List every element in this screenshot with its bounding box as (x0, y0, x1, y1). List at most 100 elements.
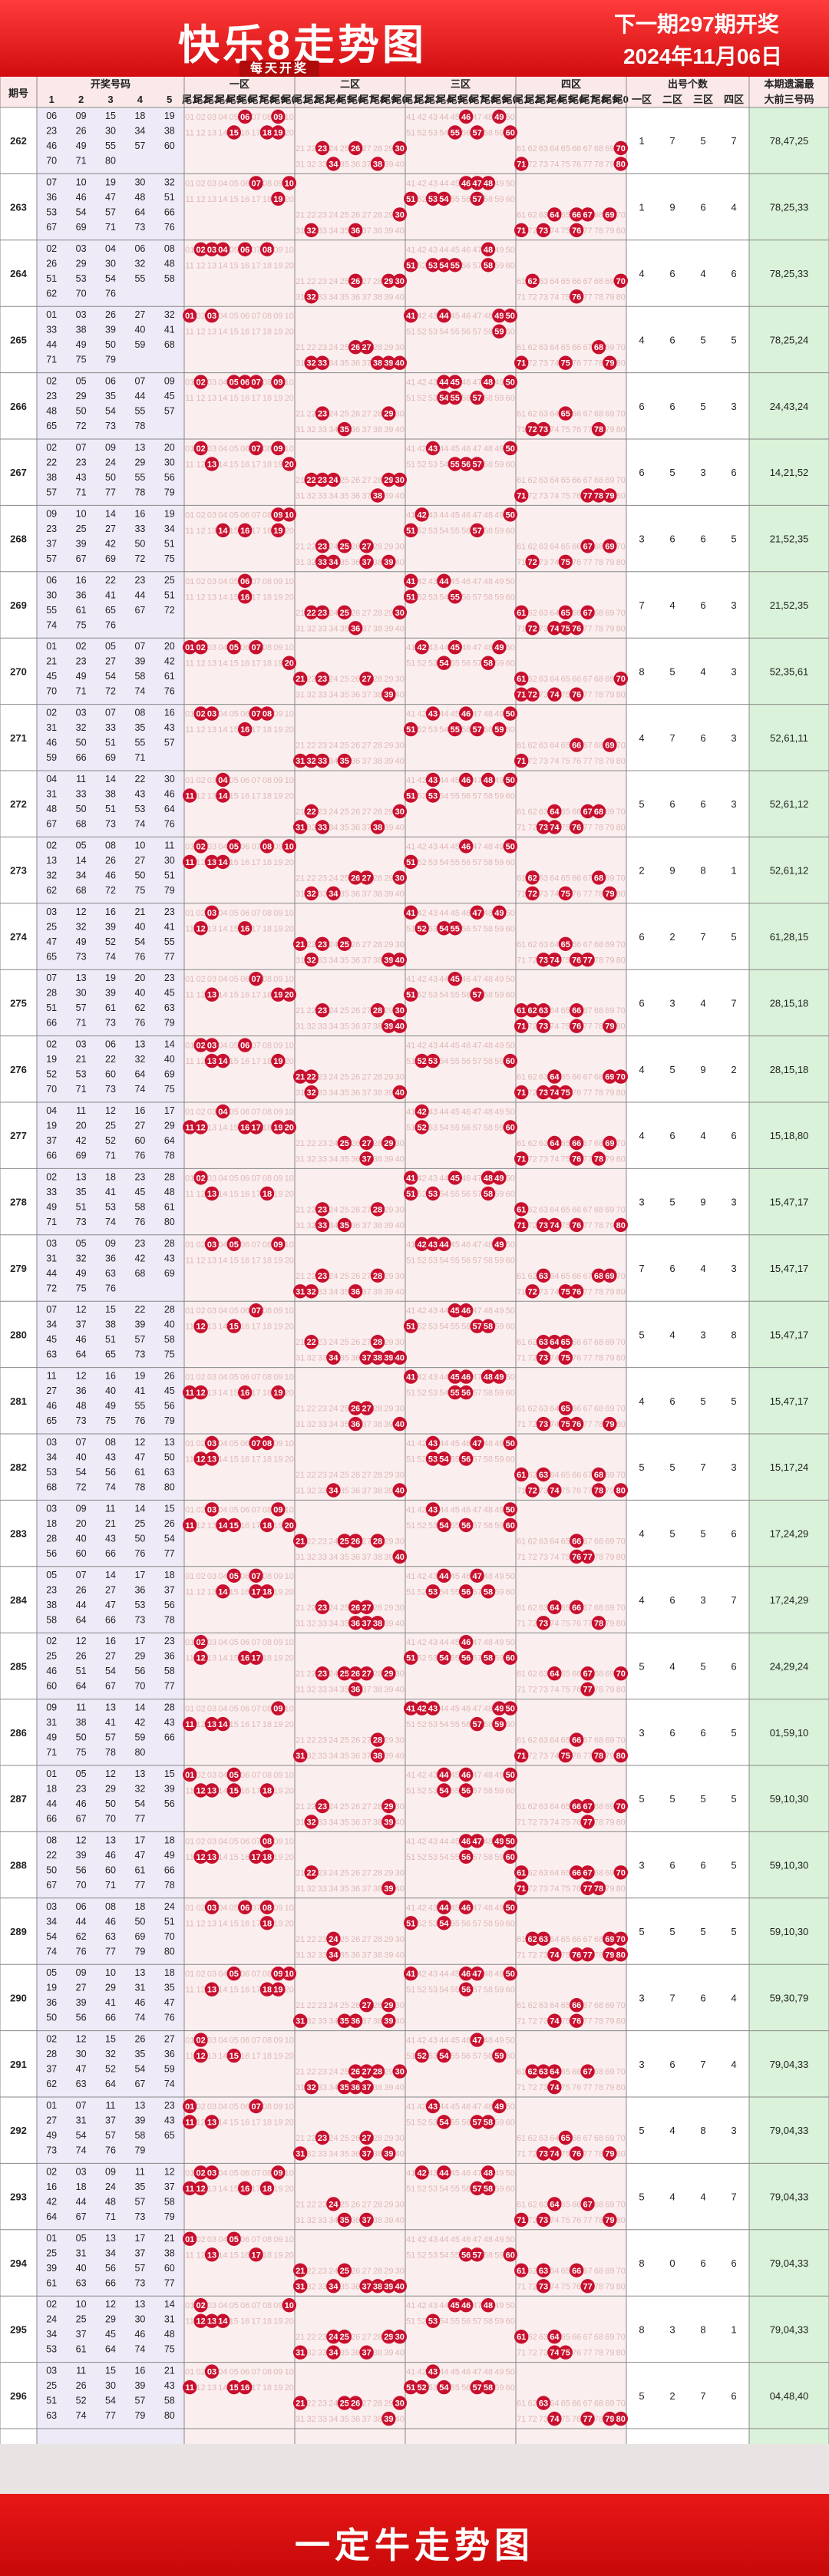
missed-number: 31 (296, 624, 305, 633)
missed-number: 78 (594, 1287, 603, 1296)
draw-number: 13 (76, 1171, 87, 1182)
missed-number: 60 (506, 2383, 515, 2393)
draw-number: 64 (134, 1069, 145, 1080)
missed-number: 19 (273, 2119, 282, 2128)
drawn-ball-number: 44 (439, 1771, 449, 1780)
missed-number: 35 (340, 956, 349, 965)
issue-number: 268 (10, 533, 27, 545)
missed-number: 56 (461, 394, 471, 403)
drawn-ball-number: 78 (594, 1884, 603, 1894)
zone-count: 5 (669, 1926, 675, 1937)
missed-number: 23 (318, 210, 327, 220)
tail-label: 尾7 (358, 94, 374, 105)
missed-number: 16 (240, 2119, 249, 2128)
draw-number: 44 (76, 1600, 87, 1610)
missed-number: 54 (439, 725, 448, 735)
draw-number: 56 (164, 1798, 175, 1809)
draw-number: 54 (164, 1533, 175, 1544)
prediction-header-2: 大前三号码 (764, 94, 814, 105)
missed-number: 30 (395, 940, 405, 949)
drawn-ball-number: 31 (296, 1287, 305, 1296)
missed-number: 73 (539, 2349, 548, 2358)
missed-number: 68 (594, 1006, 603, 1016)
missed-number: 22 (306, 277, 315, 286)
draw-number: 13 (164, 1437, 175, 1448)
drawn-ball-number: 39 (384, 2282, 393, 2291)
missed-number: 22 (306, 210, 315, 220)
drawn-ball-mark (392, 605, 407, 619)
missed-number: 10 (285, 2168, 294, 2178)
drawn-ball-number: 53 (428, 1190, 438, 1199)
draw-number: 56 (105, 2263, 116, 2274)
drawn-ball-number: 69 (605, 1139, 614, 1148)
draw-number: 27 (134, 1121, 145, 1131)
drawn-ball-number: 18 (263, 2185, 272, 2194)
missed-number: 69 (605, 410, 614, 419)
missed-number: 55 (451, 858, 460, 867)
missed-number: 16 (240, 394, 249, 403)
drawn-ball-number: 23 (318, 2134, 327, 2143)
missed-number: 04 (218, 1240, 227, 1250)
missed-number: 38 (373, 2349, 382, 2358)
draw-number: 69 (76, 222, 87, 233)
draw-number: 41 (164, 325, 175, 335)
tail-label: 尾5 (448, 94, 463, 105)
missed-number: 77 (583, 824, 592, 833)
drawn-ball-number: 71 (517, 691, 526, 700)
missed-number: 78 (594, 2150, 603, 2159)
missed-number: 20 (285, 328, 294, 337)
drawn-ball-mark (226, 640, 241, 655)
missed-number: 13 (207, 2383, 216, 2393)
missed-number: 79 (605, 1686, 614, 1695)
missed-number: 35 (340, 1818, 349, 1828)
missed-number: 62 (527, 1537, 537, 1546)
draw-number: 55 (105, 140, 116, 151)
missed-number: 01 (185, 1042, 194, 1051)
missed-number: 11 (185, 1853, 193, 1862)
draw-number: 50 (76, 738, 87, 748)
missed-number: 39 (384, 624, 393, 633)
drawn-ball-number: 23 (318, 1006, 327, 1016)
missed-number: 77 (583, 359, 592, 368)
missed-number: 33 (318, 624, 327, 633)
missed-number: 80 (616, 1553, 626, 1562)
draw-number: 42 (105, 538, 116, 549)
draw-number: 38 (105, 789, 116, 800)
missed-number: 70 (616, 2399, 626, 2409)
missed-number: 10 (285, 643, 294, 652)
missed-number: 80 (616, 1686, 626, 1695)
zone-count: 5 (731, 1395, 736, 1407)
drawn-ball-number: 62 (527, 1006, 537, 1016)
missed-number: 05 (230, 510, 239, 520)
draw-number: 70 (76, 1880, 87, 1891)
missed-number: 11 (185, 2251, 193, 2260)
missed-number: 36 (351, 2216, 360, 2225)
missed-number: 41 (406, 2301, 415, 2310)
draw-number: 45 (46, 1334, 57, 1345)
drawn-ball-mark (425, 258, 441, 272)
missed-number: 72 (527, 160, 537, 170)
missed-number: 41 (406, 1771, 415, 1780)
missed-number: 29 (384, 1603, 393, 1613)
draw-number: 32 (164, 177, 175, 187)
drawn-ball-number: 72 (527, 558, 537, 567)
missed-number: 24 (329, 609, 338, 618)
draw-position-label: 3 (107, 94, 113, 105)
missed-number: 07 (251, 1837, 260, 1846)
drawn-ball-number: 16 (240, 2383, 249, 2393)
missed-number: 69 (605, 807, 614, 817)
missed-number: 27 (362, 1802, 371, 1811)
missed-number: 45 (451, 1439, 460, 1448)
missed-number: 80 (616, 2017, 626, 2026)
missed-number: 22 (306, 1935, 315, 1944)
draw-number: 31 (76, 2115, 87, 2126)
drawn-ball-number: 07 (251, 710, 260, 719)
zone-count: 6 (669, 268, 675, 279)
draw-number: 15 (105, 111, 116, 121)
draw-number: 48 (164, 1187, 175, 1197)
missed-number: 26 (351, 940, 360, 949)
drawn-ball-number: 63 (539, 2399, 548, 2409)
missed-number: 19 (273, 2052, 282, 2061)
draw-number: 12 (76, 1304, 87, 1315)
missed-number: 64 (550, 343, 559, 352)
